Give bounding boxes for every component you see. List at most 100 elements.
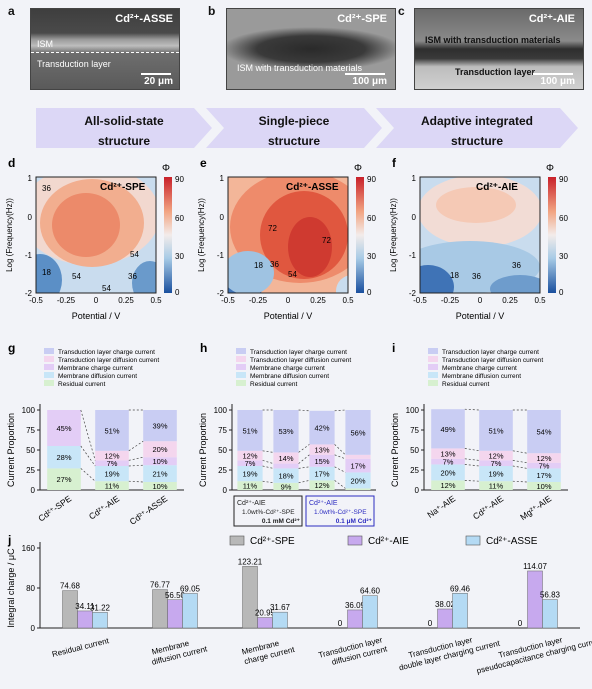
panel-label-f: f — [392, 156, 397, 170]
legend-swatch — [465, 535, 481, 546]
bar-segment — [345, 488, 371, 490]
category-label: Cd²⁺-AIE — [87, 493, 121, 521]
segment-label: 12% — [440, 481, 455, 490]
ylabel-f: Log (Frequency(Hz)) — [389, 198, 398, 272]
xtick-d-5: 0.5 — [150, 296, 162, 305]
cbar-f-t1: 90 — [559, 175, 568, 184]
cbar-d-t2: 60 — [175, 214, 184, 223]
bar — [347, 609, 363, 629]
ytick-e-4: -2 — [217, 289, 225, 298]
segment-label: 12% — [536, 454, 551, 463]
connector-line — [298, 466, 310, 469]
bar — [362, 595, 378, 629]
legend-swatch — [236, 348, 246, 354]
connector-line — [512, 450, 528, 454]
colorbar-d-symbol: Φ — [162, 163, 170, 174]
scale-text-a: 20 μm — [144, 76, 173, 87]
annot-d-1: 36 — [42, 184, 51, 193]
structure-arrow-1: All-solid-state structure — [36, 108, 212, 148]
y-tick-label: 25 — [410, 466, 419, 475]
micrograph-b-caption: ISM with transduction materials — [237, 63, 363, 73]
segment-label: 20% — [350, 476, 365, 485]
xtick-e-5: 0.5 — [342, 296, 354, 305]
legend-swatch — [236, 372, 246, 378]
cbar-f-t2: 60 — [559, 214, 568, 223]
connector-line — [334, 480, 346, 489]
y-axis-label: Current Proportion — [198, 413, 208, 487]
xtick-e-1: -0.5 — [221, 296, 235, 305]
segment-label: 7% — [443, 458, 454, 467]
bar-segment — [479, 460, 513, 466]
segment-label: 45% — [56, 424, 71, 433]
connector-line — [128, 464, 144, 467]
connector-line — [80, 445, 96, 467]
connector-line — [128, 480, 144, 483]
bar-segment — [479, 450, 513, 461]
cbar-f-t4: 0 — [559, 288, 564, 297]
micrograph-a: Cd²⁺-ASSE ISM Transduction layer 20 μm — [30, 8, 180, 90]
micrograph-a-transduction: Transduction layer — [37, 59, 111, 69]
segment-label: 12% — [104, 452, 119, 461]
xlabel-e: Potential / V — [264, 311, 313, 321]
bar-segment — [273, 452, 299, 464]
legend-swatch — [347, 535, 363, 546]
group-line1: Cd²⁺-AIE — [309, 500, 338, 507]
ytick-d-3: -1 — [25, 251, 33, 260]
scale-bar-a — [141, 73, 171, 75]
connector-line — [464, 464, 480, 467]
segment-label: 54% — [536, 428, 551, 437]
bar-segment — [345, 410, 371, 455]
segment-label: 51% — [242, 426, 257, 435]
segment-label: 10% — [152, 457, 167, 466]
bar-segment — [431, 448, 465, 459]
bar-value-label: 0 — [338, 619, 343, 628]
bar — [167, 599, 183, 629]
legend-item: Membrane charge current — [250, 365, 325, 372]
annot-e-5: 54 — [288, 270, 297, 279]
bar-segment — [95, 466, 129, 482]
bar-segment — [143, 457, 177, 466]
connector-line — [262, 450, 274, 453]
heatmap-d-title: Cd²⁺-SPE — [100, 182, 146, 193]
annot-d-2: 54 — [130, 250, 139, 259]
segment-label: 53% — [278, 427, 293, 436]
group-box — [305, 495, 375, 527]
segment-label: 17% — [314, 470, 329, 479]
heatmap-f: f Cd²⁺-AIE 18 36 36 Φ 90 60 30 0 1 0 -1 … — [389, 156, 568, 321]
connector-line — [80, 409, 96, 461]
segment-label: 49% — [440, 425, 455, 434]
xtick-e-4: 0.25 — [310, 296, 326, 305]
bar-segment — [237, 460, 263, 466]
scale-bar-c — [533, 73, 573, 75]
panel-label-b: b — [208, 4, 216, 18]
bar-value-label: 64.60 — [360, 587, 381, 596]
connector-line — [464, 408, 480, 411]
bar-value-label: 38.02 — [435, 600, 456, 609]
colorbar-f-symbol: Φ — [546, 163, 554, 174]
legend-swatch — [428, 380, 438, 386]
group-box — [233, 495, 303, 527]
segment-label: 11% — [105, 482, 120, 491]
legend-item: Transduction layer charge current — [250, 349, 347, 356]
group-note: 0.1 μM Cd²⁺ — [336, 518, 373, 525]
bar — [437, 608, 453, 629]
bar — [62, 590, 78, 629]
segment-label: 12% — [242, 452, 257, 461]
annot-d-6: 36 — [128, 272, 137, 281]
bar-value-label: 31.22 — [90, 603, 111, 612]
bar-segment — [143, 441, 177, 458]
bar-segment — [47, 410, 81, 446]
bar — [542, 599, 558, 629]
category-label: Cd²⁺-ASSE — [128, 493, 170, 526]
bar-segment — [95, 410, 129, 451]
legend-swatch — [44, 348, 54, 354]
bar-value-label: 123.21 — [238, 557, 263, 566]
group-line2: 1.0wt%-Cd²⁺-SPE — [314, 509, 367, 516]
micrograph-c-caption-top: ISM with transduction materials — [425, 35, 561, 45]
legend-item: Cd²⁺-SPE — [250, 536, 295, 547]
segment-label: 19% — [242, 470, 257, 479]
group-line1: Cd²⁺-AIE — [237, 500, 266, 507]
proportion-charts: g Transduction layer charge currentTransd… — [6, 341, 568, 527]
segment-label: 12% — [314, 481, 329, 490]
micrograph-c: Cd²⁺-AIE ISM with transduction materials… — [414, 8, 584, 90]
